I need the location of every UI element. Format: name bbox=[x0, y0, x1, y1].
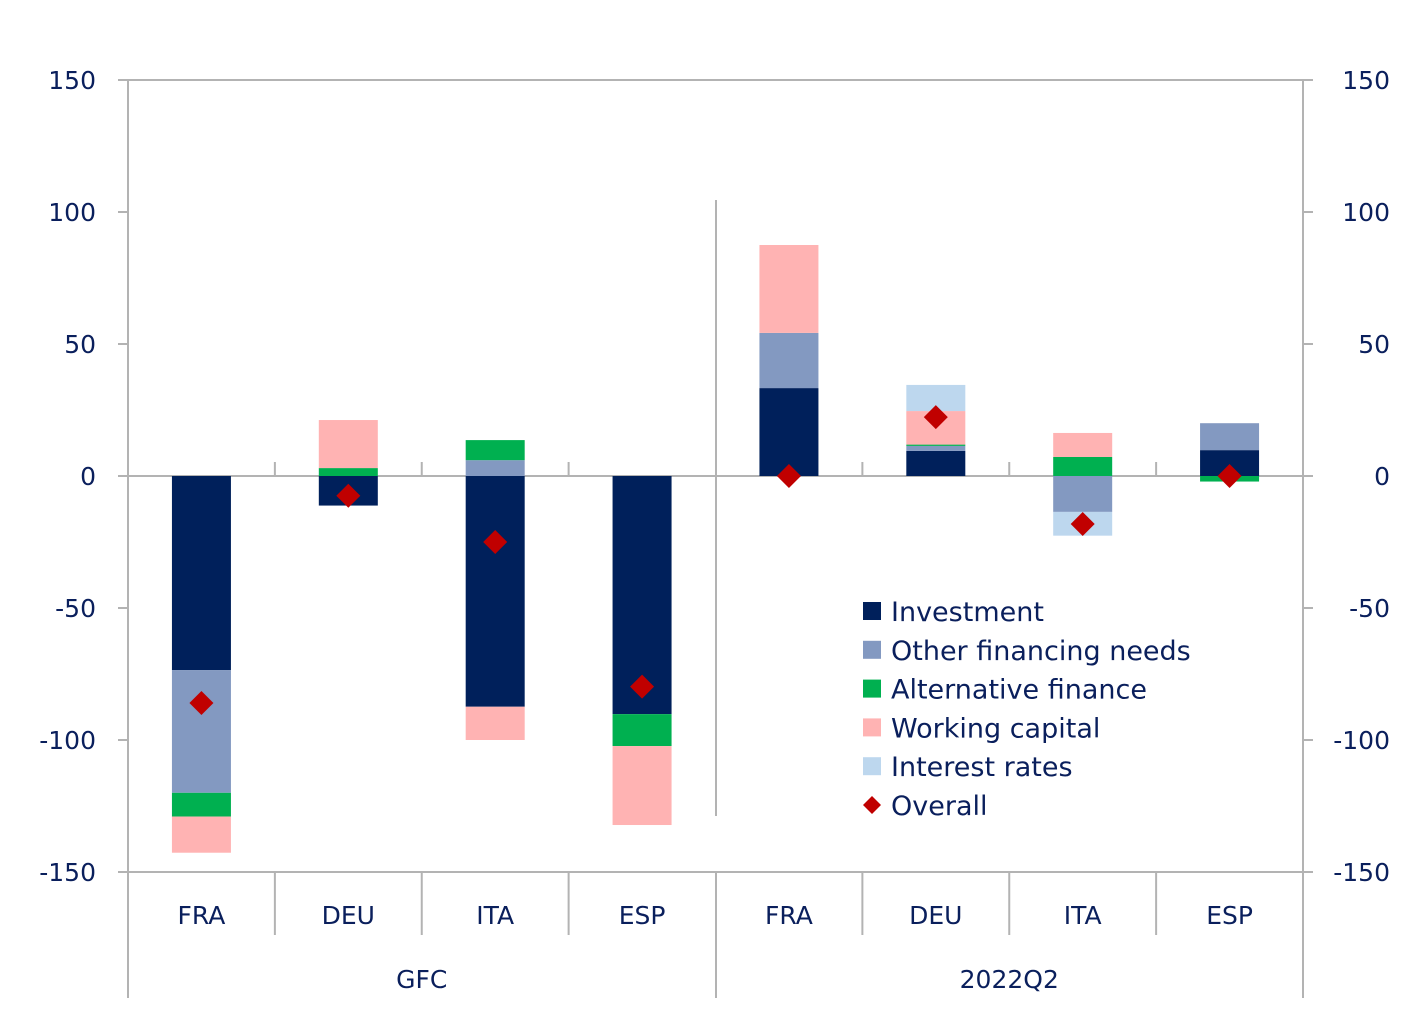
overall-markers bbox=[189, 405, 1242, 716]
y-tick-label-right: 100 bbox=[1342, 198, 1390, 227]
group-labels: GFC 2022Q2 bbox=[396, 965, 1059, 994]
bar-segment-other-financing-needs bbox=[906, 445, 966, 451]
overall-marker bbox=[630, 674, 655, 699]
bar-segment-working-capital bbox=[1053, 432, 1113, 457]
legend-label: Working capital bbox=[891, 713, 1100, 744]
overall-marker bbox=[923, 405, 948, 430]
bar-segment-working-capital bbox=[171, 816, 231, 853]
overall-marker bbox=[483, 530, 508, 554]
y-tick-label-right: -100 bbox=[1333, 726, 1390, 755]
bar-segment-other-financing-needs bbox=[759, 332, 819, 389]
bar-segment-investment bbox=[612, 476, 672, 715]
legend-swatch-investment bbox=[863, 602, 881, 620]
y-tick-label-left: 100 bbox=[48, 198, 96, 227]
y-tick-label-right: -150 bbox=[1333, 858, 1390, 887]
bar-segment-alternative-finance bbox=[906, 444, 966, 446]
legend-swatch-overall bbox=[863, 796, 881, 814]
bar-segment-working-capital bbox=[612, 746, 672, 826]
legend-swatch-alternative-finance bbox=[863, 679, 881, 698]
y-tick-label-right: 50 bbox=[1358, 330, 1390, 359]
overall-marker bbox=[1217, 464, 1242, 488]
y-tick-label-right: -50 bbox=[1349, 594, 1390, 623]
y-tick-label-left: 0 bbox=[80, 462, 96, 491]
y-tick-label-left: 150 bbox=[48, 66, 96, 95]
bar-segment-other-financing-needs bbox=[1200, 423, 1260, 451]
legend-swatch-interest-rates bbox=[863, 757, 881, 776]
y-tick-label-left: -50 bbox=[55, 594, 96, 623]
bar-segment-investment bbox=[465, 476, 525, 707]
legend-swatch-other-financing-needs bbox=[863, 640, 881, 659]
category-label: ITA bbox=[476, 901, 514, 930]
category-label: ESP bbox=[1206, 901, 1253, 930]
legend-label: Alternative finance bbox=[891, 675, 1147, 706]
y-tick-label-right: 0 bbox=[1374, 462, 1390, 491]
bar-segment-other-financing-needs bbox=[465, 460, 525, 476]
overall-marker bbox=[189, 691, 214, 716]
category-label: ITA bbox=[1064, 901, 1102, 930]
overall-marker bbox=[1070, 512, 1095, 537]
legend-swatch-working-capital bbox=[863, 718, 881, 737]
bar-segment-other-financing-needs bbox=[1053, 476, 1113, 512]
category-label: DEU bbox=[322, 901, 375, 930]
bar-segment-investment bbox=[171, 476, 231, 671]
bar-segment-alternative-finance bbox=[318, 468, 378, 476]
legend-label: Other financing needs bbox=[891, 636, 1191, 667]
overall-marker bbox=[776, 464, 801, 488]
category-label: FRA bbox=[178, 901, 226, 930]
bar-segment-alternative-finance bbox=[1053, 456, 1113, 476]
bar-segment-investment bbox=[759, 388, 819, 476]
bar-segment-investment bbox=[906, 450, 966, 476]
bar-segment-alternative-finance bbox=[171, 792, 231, 817]
y-tick-label-right: 150 bbox=[1342, 66, 1390, 95]
overall-marker bbox=[336, 483, 361, 508]
y-tick-label-left: -150 bbox=[39, 858, 96, 887]
legend-label: Interest rates bbox=[891, 752, 1073, 783]
y-ticks: 150 150 100 100 50 50 0 0 -50 -50 -100 -100 -150 -150 bbox=[39, 66, 1390, 887]
bar-segment-other-financing-needs bbox=[171, 670, 231, 793]
group-label: 2022Q2 bbox=[960, 965, 1059, 994]
legend-label: Overall bbox=[891, 791, 988, 822]
group-label: GFC bbox=[396, 965, 447, 994]
legend: Investment Other financing needs Alternati… bbox=[863, 597, 1191, 822]
category-label: ESP bbox=[619, 901, 666, 930]
bar-segment-working-capital bbox=[318, 420, 378, 469]
bar-segment-working-capital bbox=[465, 706, 525, 740]
bar-segment-working-capital bbox=[759, 245, 819, 333]
category-label: DEU bbox=[909, 901, 962, 930]
bars bbox=[171, 245, 1260, 853]
category-labels: FRA DEU ITA ESP FRA DEU ITA ESP bbox=[178, 901, 1253, 930]
bar-segment-alternative-finance bbox=[612, 714, 672, 747]
axes bbox=[118, 79, 1313, 998]
y-tick-label-left: -100 bbox=[39, 726, 96, 755]
legend-label: Investment bbox=[891, 597, 1044, 628]
bar-segment-alternative-finance bbox=[465, 440, 525, 461]
y-tick-label-left: 50 bbox=[64, 330, 96, 359]
category-ticks bbox=[273, 462, 1158, 935]
category-label: FRA bbox=[765, 901, 813, 930]
